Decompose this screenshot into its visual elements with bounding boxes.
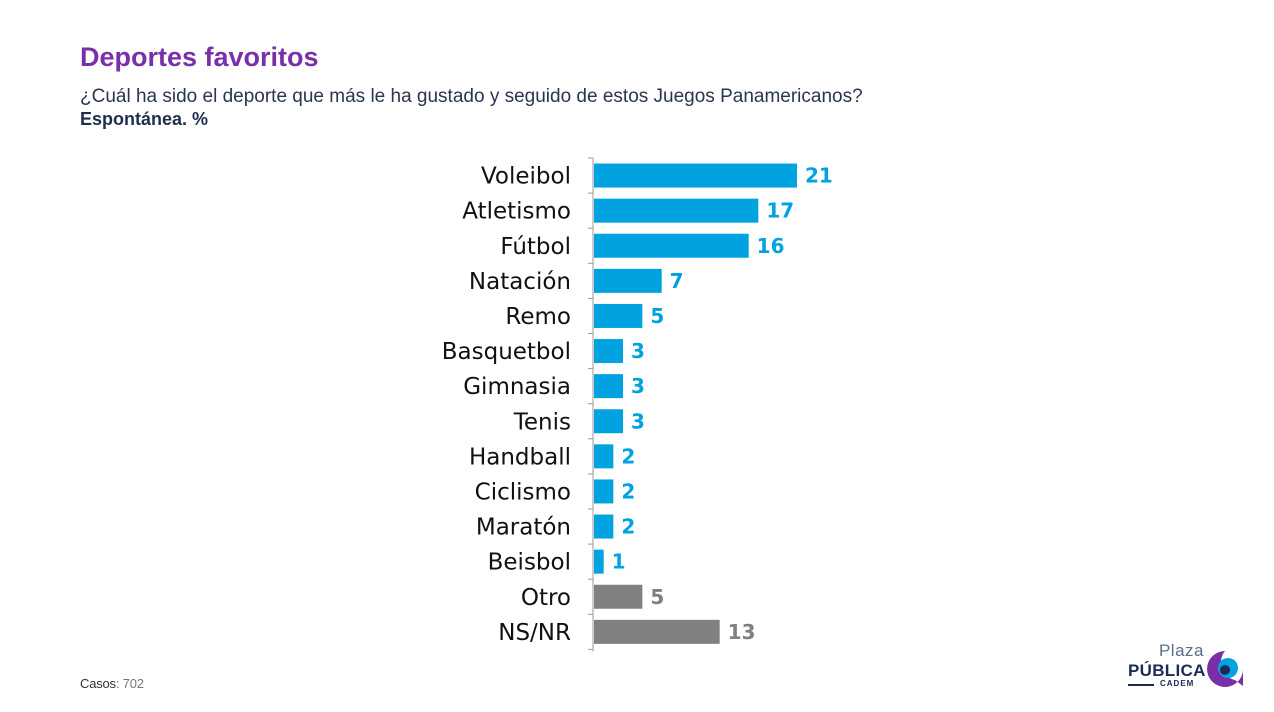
value-label: 2: [621, 444, 635, 468]
bar: [594, 444, 614, 469]
bar: [594, 233, 749, 258]
chart-bars: [594, 163, 797, 644]
category-label: Gimnasia: [463, 374, 571, 400]
bar: [594, 409, 623, 434]
value-label: 13: [728, 620, 756, 644]
cases-label: Casos: [80, 676, 116, 691]
category-label: Maratón: [476, 515, 571, 541]
value-label: 21: [805, 164, 833, 188]
value-label: 3: [631, 374, 645, 398]
bar: [594, 549, 604, 574]
category-label: Natación: [469, 269, 571, 295]
bar: [594, 339, 623, 364]
category-label: Basquetbol: [442, 339, 571, 365]
value-label: 2: [621, 515, 635, 539]
category-label: NS/NR: [498, 620, 571, 646]
cases-value: : 702: [115, 676, 144, 691]
bar: [594, 268, 662, 293]
value-label: 5: [650, 304, 664, 328]
value-label: 7: [670, 269, 684, 293]
category-label: Handball: [469, 444, 571, 470]
bar: [594, 619, 720, 644]
value-label: 16: [757, 234, 785, 258]
chart-axis: [588, 157, 594, 652]
logo-text-plaza: Plaza: [1158, 641, 1204, 660]
bar: [594, 584, 643, 609]
value-label: 17: [766, 199, 794, 223]
bar: [594, 163, 797, 188]
bar: [594, 198, 759, 223]
logo-text-publica: PÚBLICA: [1128, 661, 1206, 680]
value-label: 2: [621, 479, 635, 503]
category-label: Atletismo: [462, 199, 571, 225]
logo-underline: [1128, 684, 1154, 686]
bar: [594, 479, 614, 504]
category-label: Tenis: [513, 409, 571, 435]
logo-text-cadem: CADEM: [1160, 679, 1195, 688]
value-label: 5: [650, 585, 664, 609]
logo-swirl-icon: [1207, 651, 1243, 687]
category-label: Ciclismo: [475, 479, 571, 505]
category-label: Voleibol: [481, 164, 571, 190]
category-label: Fútbol: [500, 234, 571, 260]
chart-subtitle: ¿Cuál ha sido el deporte que más le ha g…: [80, 86, 863, 107]
page-title: Deportes favoritos: [80, 42, 319, 72]
bar: [594, 303, 643, 328]
cases-footnote: Casos: 702: [80, 676, 144, 691]
category-label: Remo: [505, 304, 571, 330]
value-label: 3: [631, 409, 645, 433]
category-label: Beisbol: [488, 550, 571, 576]
plaza-publica-cadem-logo: Plaza PÚBLICA CADEM: [1124, 640, 1248, 692]
value-label: 3: [631, 339, 645, 363]
bar: [594, 514, 614, 539]
bar: [594, 374, 623, 399]
category-label: Otro: [521, 585, 571, 611]
chart-note: Espontánea. %: [80, 109, 209, 129]
value-label: 1: [612, 550, 626, 574]
